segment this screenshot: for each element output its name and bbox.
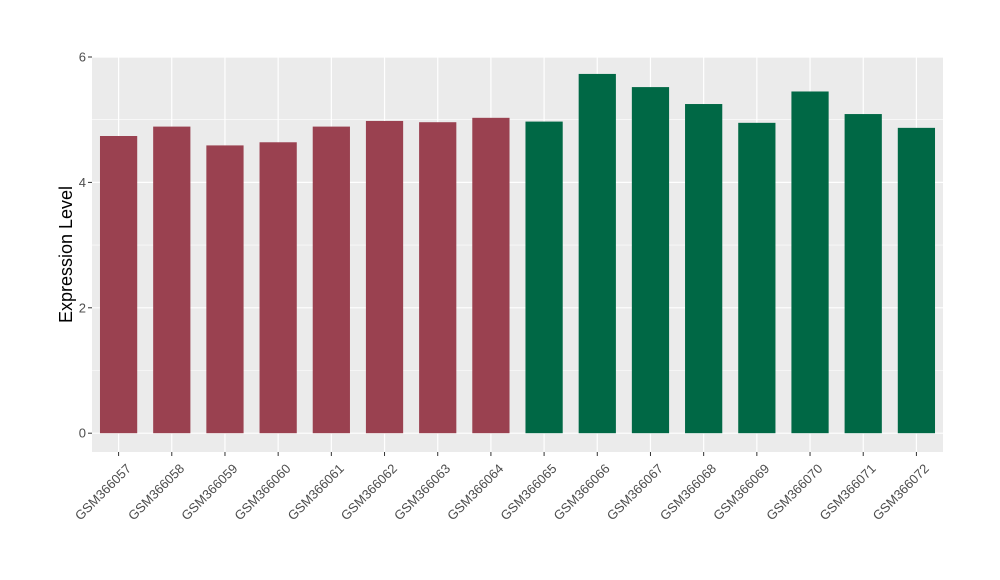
bar-GSM366062 (365, 120, 404, 434)
bar-GSM366071 (844, 114, 882, 434)
bar-GSM366057 (99, 136, 138, 434)
x-tick-label: GSM366057 (72, 461, 134, 523)
bar-GSM366058 (153, 126, 191, 434)
x-tick-label: GSM366059 (178, 461, 240, 523)
x-tick-label: GSM366060 (231, 461, 293, 523)
bar-GSM366072 (897, 127, 936, 434)
bar-GSM366063 (419, 122, 457, 434)
x-tick-label: GSM366072 (870, 461, 932, 523)
x-tick-label: GSM366063 (391, 461, 453, 523)
bar-GSM366065 (525, 121, 563, 434)
y-axis-title: Expression Level (56, 186, 76, 323)
bar-GSM366068 (685, 104, 723, 434)
x-tick-label: GSM366062 (338, 461, 400, 523)
bar-GSM366060 (259, 142, 297, 434)
x-tick-label: GSM366061 (285, 461, 347, 523)
x-tick-label: GSM366064 (444, 461, 506, 523)
x-axis: GSM366057GSM366058GSM366059GSM366060GSM3… (72, 452, 932, 523)
y-axis: 0 2 4 6 (79, 50, 92, 441)
x-tick-label: GSM366058 (125, 461, 187, 523)
bar-GSM366067 (631, 87, 670, 434)
bars (99, 73, 936, 434)
x-tick-label: GSM366068 (657, 461, 719, 523)
x-tick-label: GSM366067 (604, 461, 666, 523)
x-tick-label: GSM366071 (816, 461, 878, 523)
y-tick-label: 0 (79, 426, 86, 441)
y-tick-label: 4 (79, 175, 86, 190)
bar-GSM366061 (312, 126, 350, 434)
x-tick-label: GSM366066 (551, 461, 613, 523)
bar-GSM366070 (791, 91, 829, 434)
bar-GSM366059 (206, 145, 244, 434)
x-tick-label: GSM366069 (710, 461, 772, 523)
x-tick-label: GSM366070 (763, 461, 825, 523)
bar-GSM366066 (578, 73, 616, 434)
y-tick-label: 2 (79, 300, 86, 315)
x-tick-label: GSM366065 (497, 461, 559, 523)
bar-GSM366064 (472, 117, 510, 434)
y-tick-label: 6 (79, 50, 86, 65)
bar-GSM366069 (738, 122, 776, 434)
